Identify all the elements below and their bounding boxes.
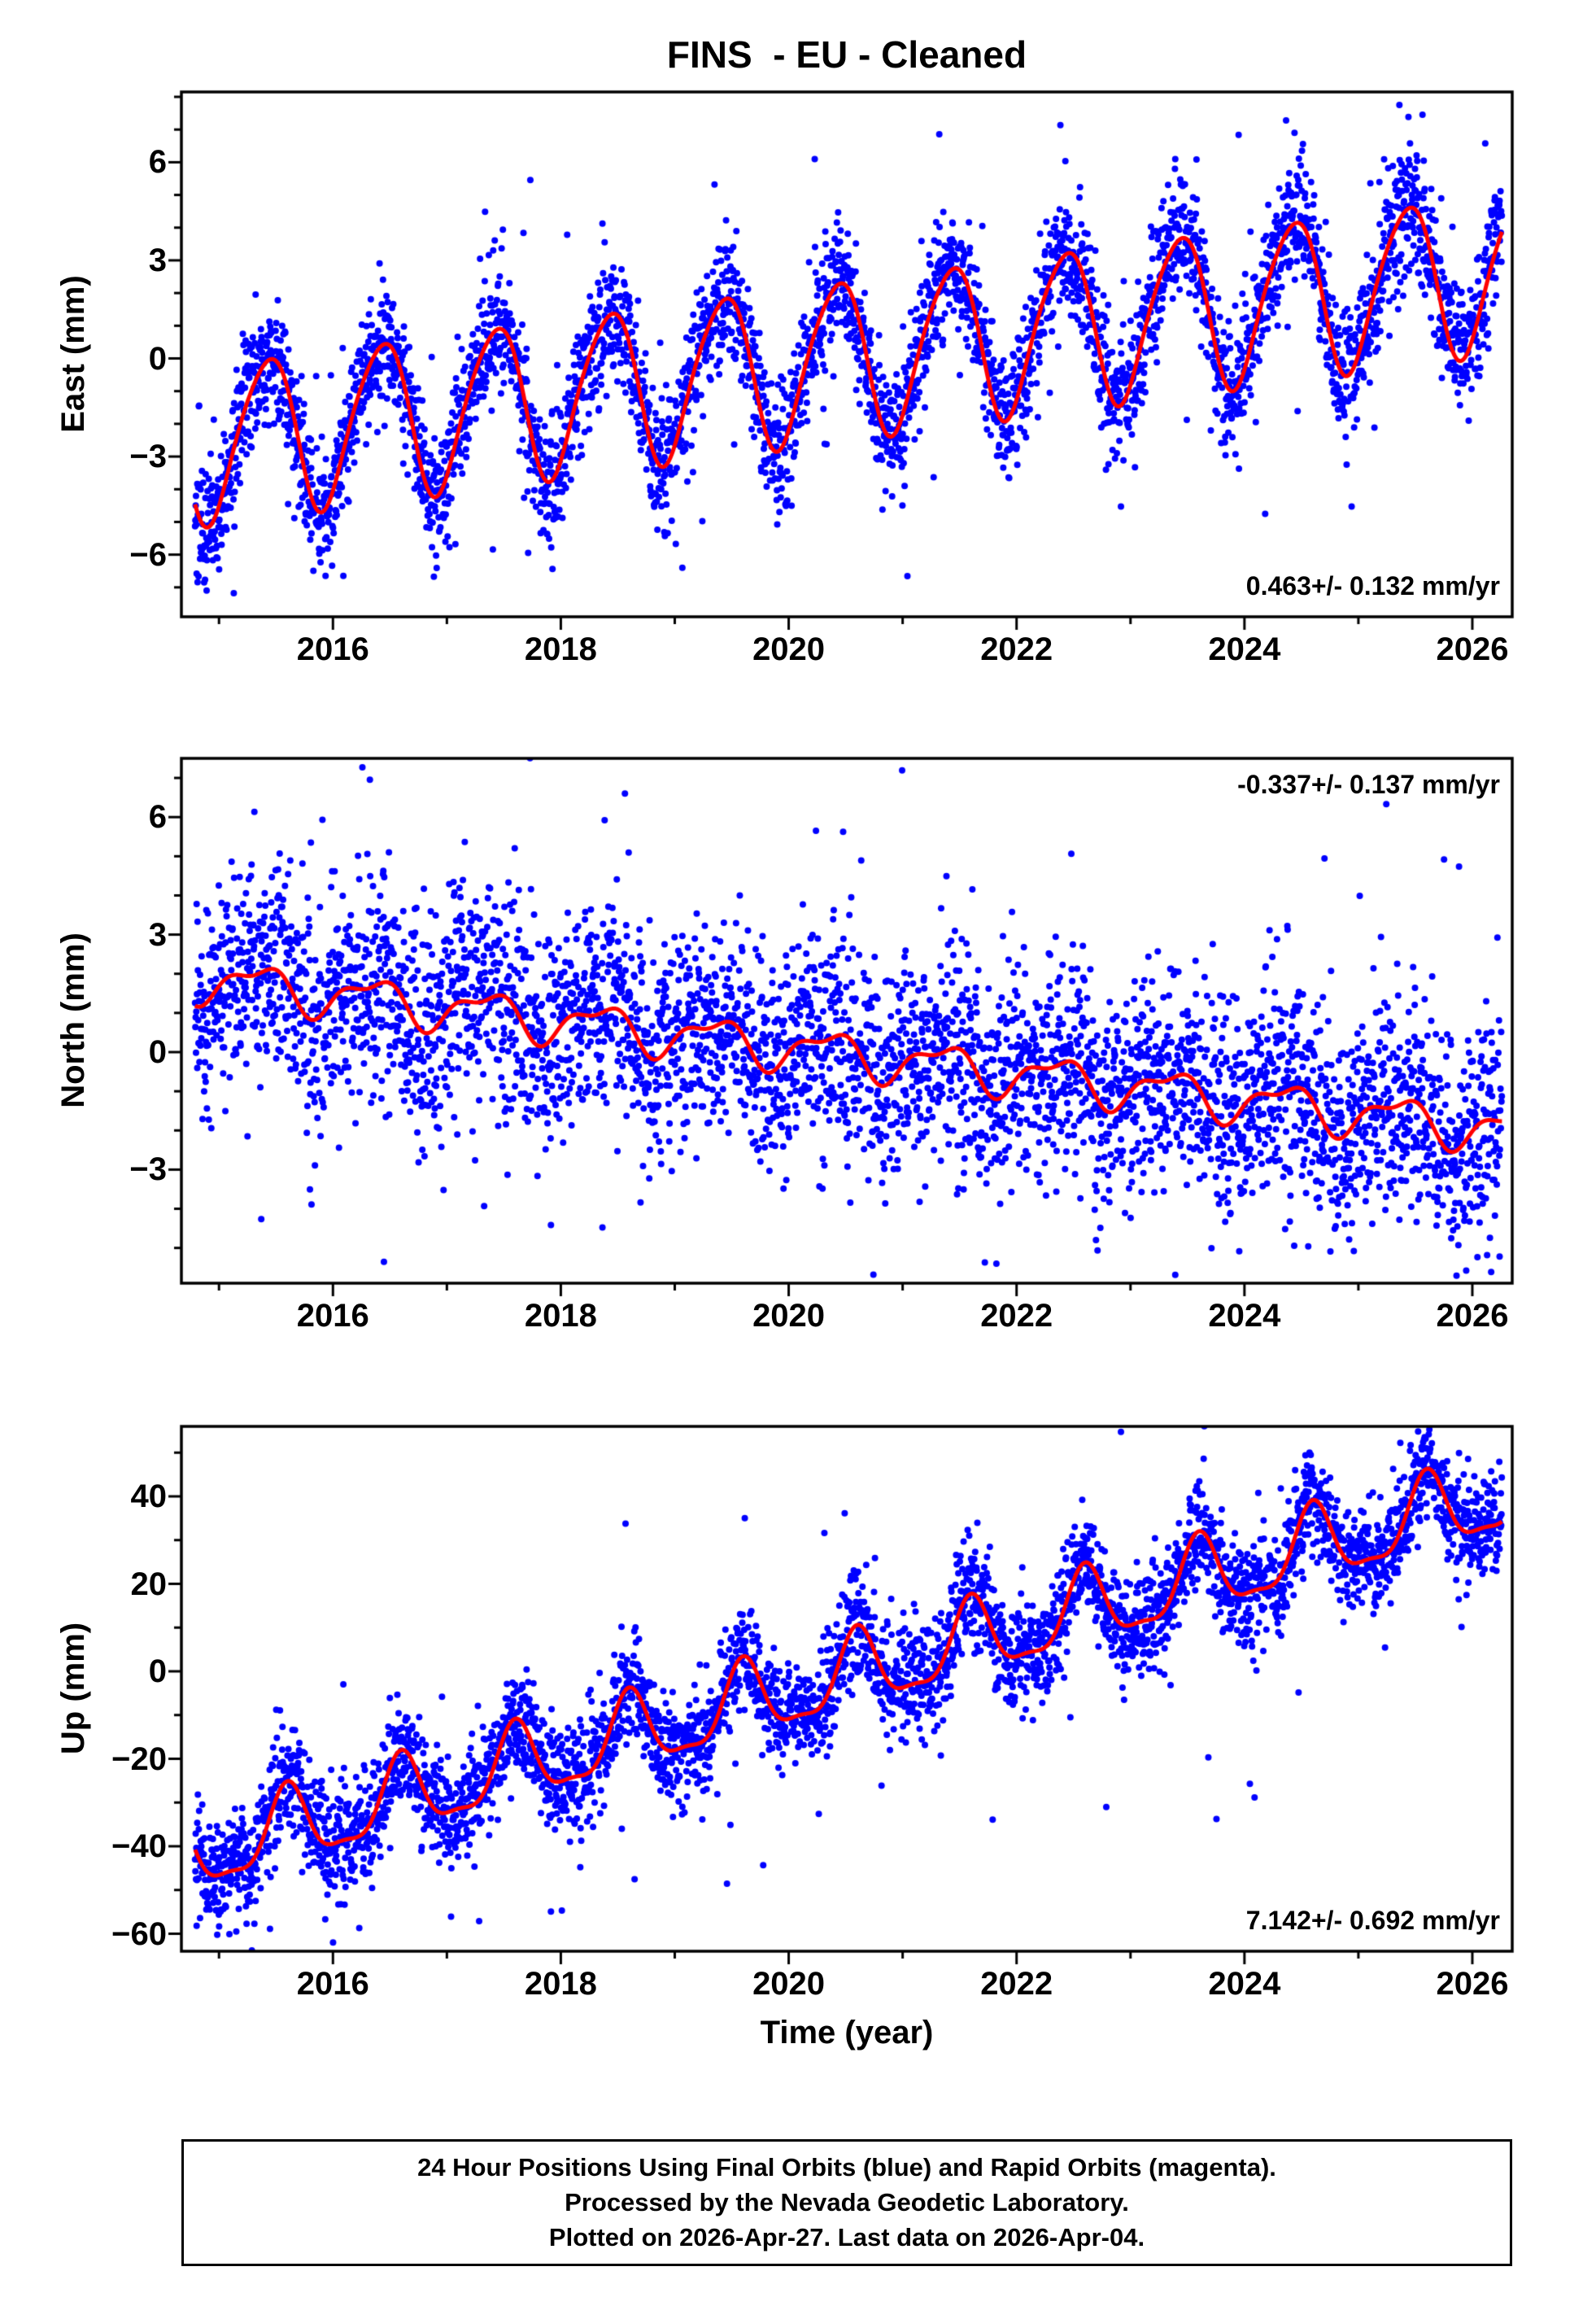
x-tick-label: 2022 <box>980 1966 1053 2002</box>
y-axis-label-north: North (mm) <box>55 932 91 1108</box>
y-tick-label: 0 <box>148 1653 167 1689</box>
y-tick-label: 6 <box>148 144 167 181</box>
x-tick-label: 2020 <box>752 1298 826 1334</box>
y-tick-label: −6 <box>129 536 167 573</box>
x-tick-label: 2018 <box>524 1966 597 2002</box>
y-tick-label: −3 <box>129 439 167 475</box>
x-tick-label: 2026 <box>1436 1298 1509 1334</box>
y-tick-label: 0 <box>148 340 167 377</box>
x-axis-label: Time (year) <box>760 2015 934 2051</box>
x-tick-label: 2026 <box>1436 1966 1509 2002</box>
x-tick-label: 2016 <box>296 1966 369 2002</box>
y-tick-label: −40 <box>111 1828 167 1864</box>
footer-note: 24 Hour Positions Using Final Orbits (bl… <box>181 2139 1512 2266</box>
y-tick-label: −20 <box>111 1740 167 1777</box>
y-tick-label: 0 <box>148 1034 167 1070</box>
x-tick-label: 2024 <box>1208 1966 1281 2002</box>
figure-title: FINS - EU - Cleaned <box>666 33 1027 76</box>
footer-line-3: Plotted on 2026-Apr-27. Last data on 202… <box>548 2223 1145 2251</box>
x-tick-label: 2024 <box>1208 631 1281 667</box>
x-tick-label: 2020 <box>752 631 826 667</box>
footer-line-2: Processed by the Nevada Geodetic Laborat… <box>565 2188 1129 2216</box>
y-tick-label: 3 <box>148 242 167 278</box>
rate-annotation-up: 7.142+/- 0.692 mm/yr <box>1245 1906 1500 1935</box>
x-tick-label: 2022 <box>980 1298 1053 1334</box>
x-tick-label: 2024 <box>1208 1298 1281 1334</box>
y-tick-label: −3 <box>129 1151 167 1188</box>
x-tick-label: 2026 <box>1436 631 1509 667</box>
footer-line-1: 24 Hour Positions Using Final Orbits (bl… <box>417 2153 1276 2182</box>
y-tick-label: −60 <box>111 1915 167 1952</box>
x-tick-label: 2016 <box>296 1298 369 1334</box>
x-tick-label: 2022 <box>980 631 1053 667</box>
y-tick-label: 6 <box>148 799 167 836</box>
rate-annotation-east: 0.463+/- 0.132 mm/yr <box>1245 571 1500 601</box>
y-tick-label: 3 <box>148 916 167 953</box>
rate-annotation-north: -0.337+/- 0.137 mm/yr <box>1237 770 1500 799</box>
x-tick-label: 2020 <box>752 1966 826 2002</box>
x-tick-label: 2018 <box>524 631 597 667</box>
x-tick-label: 2016 <box>296 631 369 667</box>
x-tick-label: 2018 <box>524 1298 597 1334</box>
y-tick-label: 40 <box>130 1478 168 1514</box>
y-tick-label: 20 <box>130 1566 168 1602</box>
